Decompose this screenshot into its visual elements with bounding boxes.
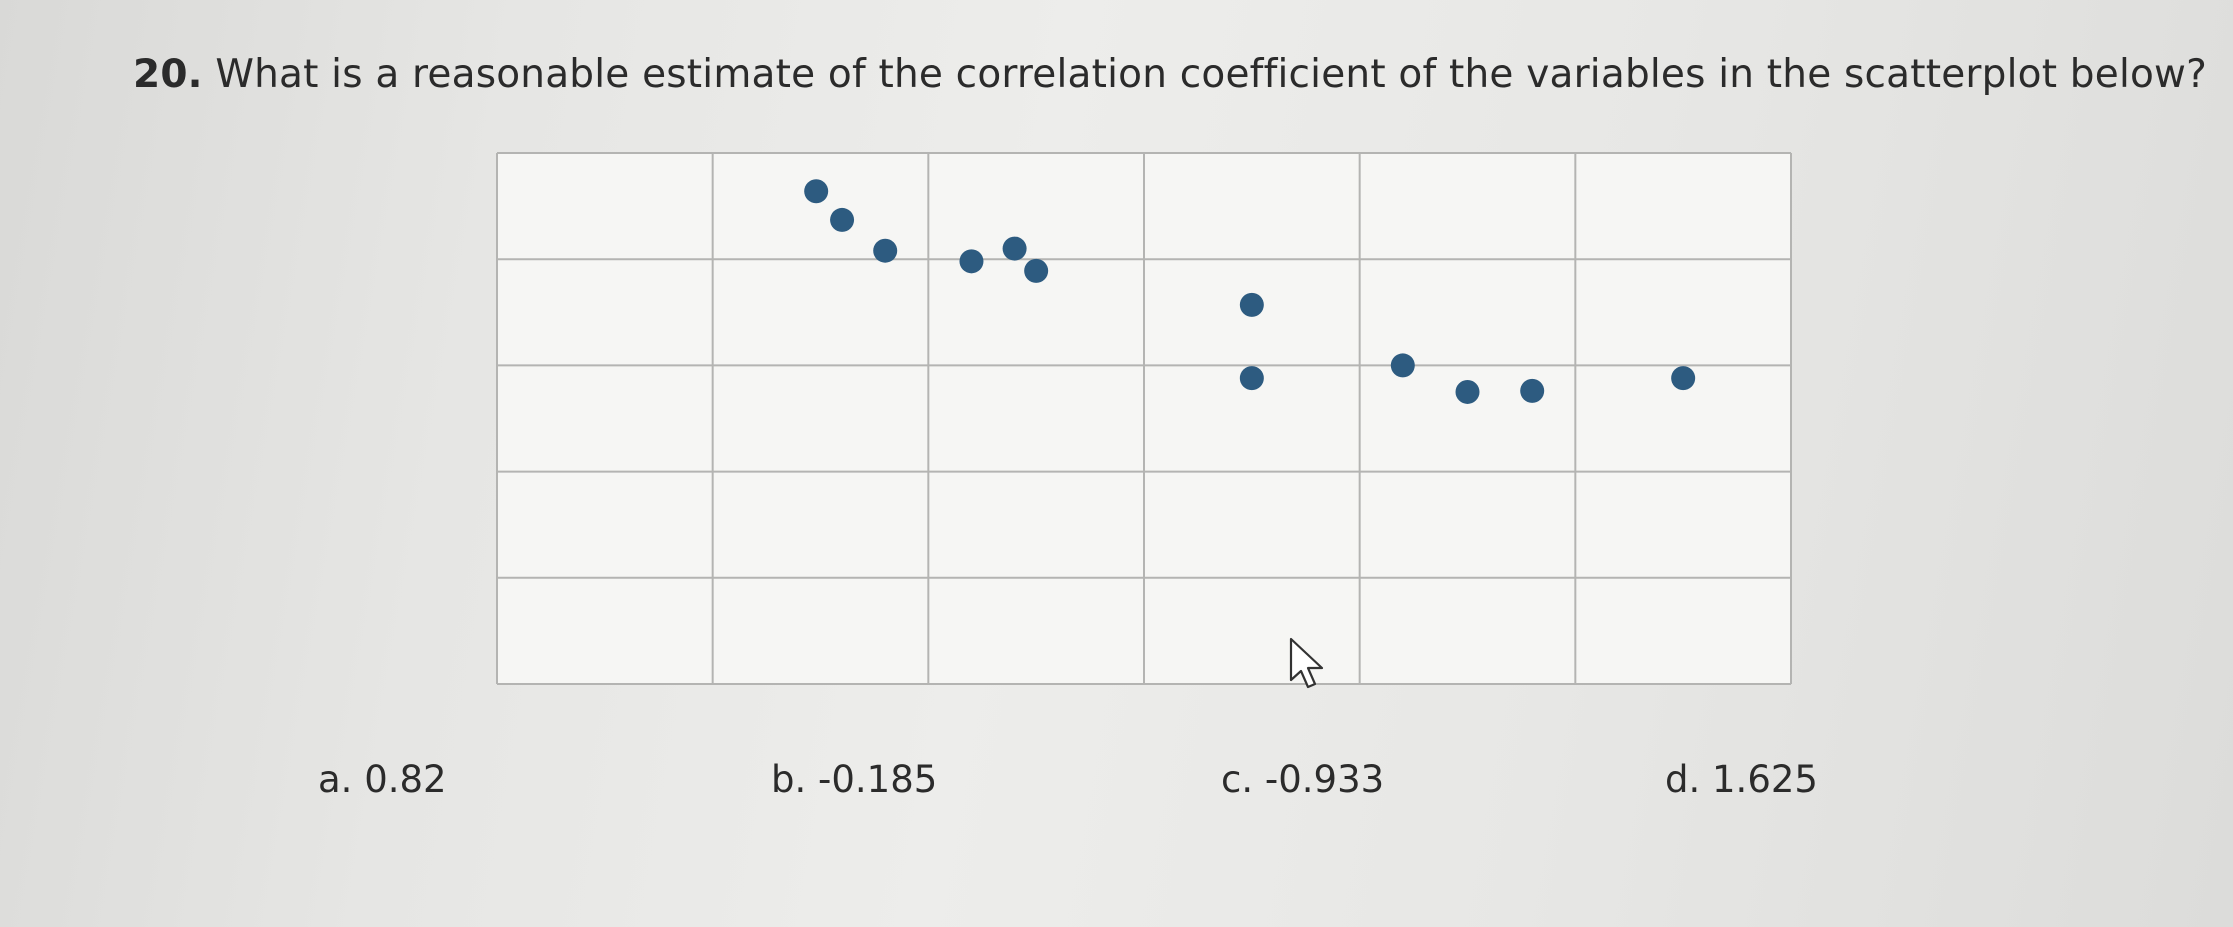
data-point — [1455, 379, 1480, 404]
data-point — [830, 207, 855, 232]
data-point — [1024, 258, 1049, 283]
answer-letter: b. — [771, 758, 807, 801]
question-text: 20. What is a reasonable estimate of the… — [133, 52, 2207, 97]
data-points — [804, 179, 1696, 404]
mouse-pointer-icon — [1289, 637, 1324, 689]
data-point — [1239, 292, 1264, 317]
grid-lines — [496, 152, 1792, 685]
answer-letter: c. — [1221, 758, 1254, 801]
answer-option-c[interactable]: c. -0.933 — [1221, 758, 1384, 801]
data-point — [1390, 353, 1415, 378]
data-point — [1671, 366, 1696, 391]
data-point — [873, 238, 898, 263]
question-prompt: What is a reasonable estimate of the cor… — [215, 52, 2208, 97]
question-number: 20. — [133, 52, 203, 97]
answer-value: 0.82 — [364, 758, 447, 801]
answer-option-d[interactable]: d. 1.625 — [1665, 758, 1818, 801]
answer-option-b[interactable]: b. -0.185 — [771, 758, 937, 801]
answer-option-a[interactable]: a. 0.82 — [318, 758, 447, 801]
data-point — [1002, 236, 1027, 261]
answer-value: -0.185 — [818, 758, 938, 801]
data-point — [1239, 366, 1264, 391]
data-point — [1520, 378, 1545, 403]
answer-value: 1.625 — [1712, 758, 1818, 801]
data-point — [959, 249, 984, 274]
data-point — [804, 179, 829, 204]
answer-letter: d. — [1665, 758, 1701, 801]
answer-letter: a. — [318, 758, 353, 801]
answer-value: -0.933 — [1264, 758, 1385, 801]
